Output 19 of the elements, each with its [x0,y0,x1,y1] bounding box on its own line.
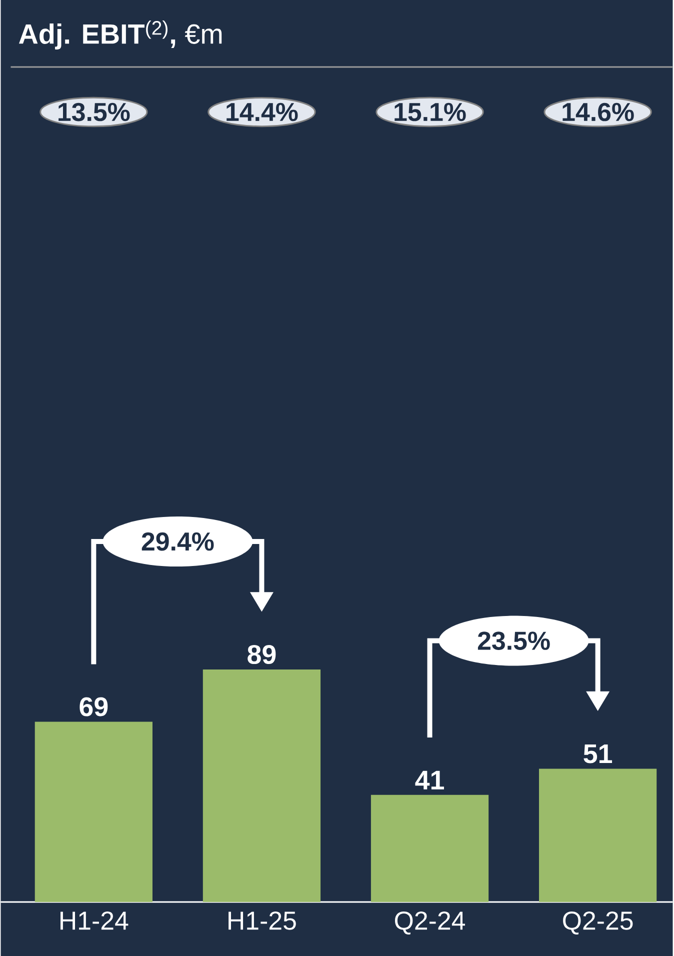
x-tick-label: H1-25 [228,912,296,930]
data-label: 69 [80,697,108,716]
text: 23.5% [478,632,550,650]
bar [203,670,321,902]
data-label: 51 [584,744,612,764]
text: 14.6% [562,102,634,122]
chart-title: Adj. EBIT$^{(2)}$, €m [19,20,222,50]
x-tick-label: Q2-24 [395,912,466,934]
data-label: 89 [248,644,276,664]
data-label: 41 [415,770,444,790]
text: 14.4% [226,102,298,122]
text: 29.4% [142,532,214,551]
bar [371,794,489,902]
x-tick-label: Q2-25 [563,912,633,934]
bar [35,722,153,902]
x-tick-label: H1-24 [60,912,128,930]
bar [539,768,657,902]
text: 13.5% [58,102,130,122]
text: 15.1% [394,102,466,122]
